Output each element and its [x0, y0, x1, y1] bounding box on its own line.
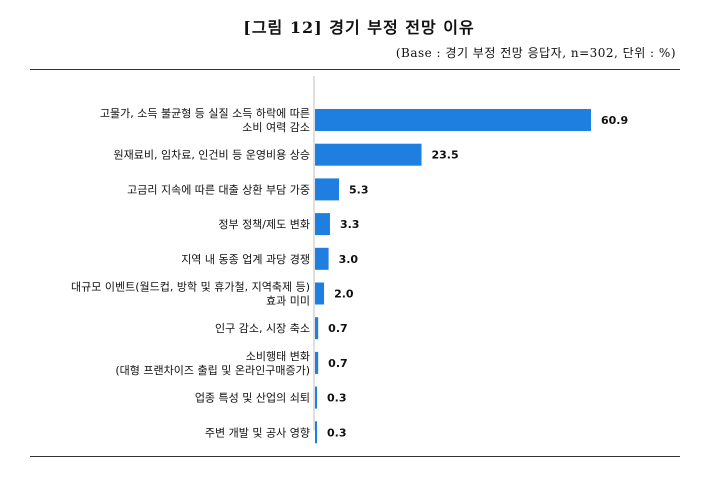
category-label-line: 고금리 지속에 따른 대출 상환 부담 가중: [127, 183, 310, 196]
category-label-line: 인구 감소, 시장 축소: [215, 322, 310, 335]
value-label: 0.3: [327, 392, 347, 405]
bar: [315, 178, 340, 201]
bar: [315, 421, 317, 444]
value-label: 0.7: [328, 357, 348, 370]
value-label: 3.0: [339, 253, 359, 266]
category-label-line: 주변 개발 및 공사 영향: [205, 426, 310, 439]
bar: [315, 282, 325, 305]
category-label: 지역 내 동종 업계 과당 경쟁: [181, 253, 310, 266]
category-label: 정부 정책/제도 변화: [218, 218, 310, 231]
category-label-line: 효과 미미: [266, 295, 310, 308]
category-label-line: 정부 정책/제도 변화: [218, 218, 310, 231]
value-label: 60.9: [601, 114, 628, 127]
value-label: 0.7: [328, 322, 348, 335]
bar: [315, 213, 330, 236]
category-label-line: 지역 내 동종 업계 과당 경쟁: [181, 253, 310, 266]
category-label: 고물가, 소득 불균형 등 실질 소득 하락에 따른 소비 여력 감소: [100, 106, 310, 134]
bottom-rule: [30, 456, 680, 457]
value-label: 0.3: [327, 426, 347, 439]
bar: [315, 247, 329, 270]
category-label-line: 소비 여력 감소: [242, 121, 310, 134]
bar: [315, 143, 422, 166]
top-rule: [30, 69, 680, 70]
category-label-line: 업종 특성 및 산업의 쇠퇴: [195, 392, 310, 405]
category-label-line: (대형 프랜차이즈 출립 및 온라인구매증가): [115, 364, 310, 377]
bar: [315, 351, 319, 374]
category-label-line: 대규모 이벤트(월드컵, 방학 및 휴가철, 지역축제 등): [71, 281, 310, 294]
category-label: 소비행태 변화 (대형 프랜차이즈 출립 및 온라인구매증가): [115, 350, 310, 377]
category-label: 주변 개발 및 공사 영향: [205, 426, 310, 439]
category-label-line: 원재료비, 임차료, 인건비 등 운영비용 상승: [113, 149, 310, 162]
category-label-line: 고물가, 소득 불균형 등 실질 소득 하락에 따른: [100, 106, 310, 120]
value-label: 3.3: [340, 218, 360, 231]
value-label: 23.5: [432, 149, 459, 162]
value-label: 5.3: [349, 183, 369, 196]
bar: [315, 317, 319, 340]
category-label-line: 소비행태 변화: [246, 350, 310, 363]
chart-title: [그림 12] 경기 부정 전망 이유: [243, 18, 475, 37]
bar: [315, 109, 591, 131]
bar: [315, 386, 317, 409]
category-label: 대규모 이벤트(월드컵, 방학 및 휴가철, 지역축제 등) 효과 미미: [71, 281, 310, 308]
category-label: 업종 특성 및 산업의 쇠퇴: [195, 392, 310, 405]
category-label: 원재료비, 임차료, 인건비 등 운영비용 상승: [113, 149, 310, 162]
value-label: 2.0: [334, 288, 354, 301]
category-label: 고금리 지속에 따른 대출 상환 부담 가중: [127, 183, 310, 196]
category-label: 인구 감소, 시장 축소: [215, 322, 310, 335]
chart-subtitle: (Base : 경기 부정 전망 응답자, n=302, 단위 : %): [395, 46, 676, 60]
